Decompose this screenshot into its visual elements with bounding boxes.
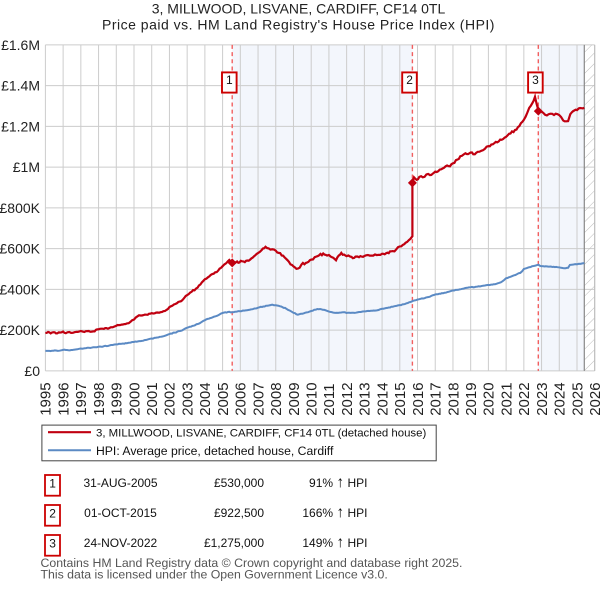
svg-text:2000: 2000 bbox=[126, 382, 143, 415]
svg-text:2019: 2019 bbox=[463, 382, 480, 415]
svg-text:1999: 1999 bbox=[109, 382, 126, 415]
svg-text:£200K: £200K bbox=[0, 322, 41, 338]
svg-text:£1,275,000: £1,275,000 bbox=[204, 536, 264, 550]
svg-text:2001: 2001 bbox=[144, 382, 161, 415]
svg-text:£0: £0 bbox=[24, 363, 40, 379]
svg-text:2017: 2017 bbox=[428, 382, 445, 415]
svg-text:This data is licensed under th: This data is licensed under the Open Gov… bbox=[41, 567, 388, 581]
svg-text:2026: 2026 bbox=[587, 382, 600, 415]
svg-text:2005: 2005 bbox=[215, 382, 232, 415]
svg-text:2023: 2023 bbox=[534, 382, 551, 415]
svg-text:2016: 2016 bbox=[410, 382, 427, 415]
svg-text:HPI: Average price, detached h: HPI: Average price, detached house, Card… bbox=[96, 444, 334, 458]
svg-text:£922,500: £922,500 bbox=[214, 506, 264, 520]
svg-text:£1.6M: £1.6M bbox=[1, 37, 40, 53]
svg-text:2014: 2014 bbox=[374, 382, 391, 415]
svg-text:£530,000: £530,000 bbox=[214, 476, 264, 490]
svg-text:3: 3 bbox=[532, 73, 539, 87]
svg-text:2020: 2020 bbox=[481, 382, 498, 415]
svg-text:2011: 2011 bbox=[321, 384, 338, 416]
svg-text:166% ↑ HPI: 166% ↑ HPI bbox=[302, 504, 367, 521]
svg-text:2: 2 bbox=[406, 73, 413, 87]
svg-text:1: 1 bbox=[226, 73, 233, 87]
svg-text:2: 2 bbox=[49, 506, 56, 520]
svg-text:£1M: £1M bbox=[13, 159, 40, 175]
svg-text:31-AUG-2005: 31-AUG-2005 bbox=[83, 476, 157, 490]
svg-text:2015: 2015 bbox=[392, 382, 409, 415]
svg-text:£1.2M: £1.2M bbox=[1, 118, 40, 134]
svg-text:2006: 2006 bbox=[233, 382, 250, 415]
svg-text:1995: 1995 bbox=[38, 382, 55, 415]
svg-text:£400K: £400K bbox=[0, 281, 41, 297]
svg-text:24-NOV-2022: 24-NOV-2022 bbox=[84, 536, 158, 550]
svg-text:2025: 2025 bbox=[569, 382, 586, 415]
svg-text:Price paid vs. HM Land Registr: Price paid vs. HM Land Registry's House … bbox=[102, 17, 495, 33]
svg-text:01-OCT-2015: 01-OCT-2015 bbox=[84, 506, 157, 520]
svg-text:Contains HM Land Registry data: Contains HM Land Registry data © Crown c… bbox=[41, 556, 463, 570]
svg-text:2022: 2022 bbox=[516, 382, 533, 415]
svg-text:3, MILLWOOD, LISVANE, CARDIFF,: 3, MILLWOOD, LISVANE, CARDIFF, CF14 0TL bbox=[152, 0, 446, 16]
svg-text:2012: 2012 bbox=[339, 382, 356, 415]
svg-text:3: 3 bbox=[49, 536, 56, 550]
svg-text:2007: 2007 bbox=[250, 382, 267, 415]
svg-text:1: 1 bbox=[49, 476, 56, 490]
svg-text:149% ↑ HPI: 149% ↑ HPI bbox=[302, 534, 367, 551]
svg-text:2004: 2004 bbox=[197, 382, 214, 415]
svg-text:2024: 2024 bbox=[552, 382, 569, 415]
svg-text:2003: 2003 bbox=[180, 382, 197, 415]
svg-text:£1.4M: £1.4M bbox=[1, 78, 40, 94]
svg-text:£600K: £600K bbox=[0, 241, 41, 257]
svg-text:91% ↑ HPI: 91% ↑ HPI bbox=[309, 474, 367, 491]
svg-text:2021: 2021 bbox=[498, 382, 515, 415]
svg-text:1998: 1998 bbox=[91, 382, 108, 415]
svg-text:1996: 1996 bbox=[55, 382, 72, 415]
svg-text:3, MILLWOOD, LISVANE, CARDIFF,: 3, MILLWOOD, LISVANE, CARDIFF, CF14 0TL … bbox=[96, 427, 426, 439]
svg-text:1997: 1997 bbox=[73, 382, 90, 415]
svg-text:2013: 2013 bbox=[357, 382, 374, 415]
svg-text:2002: 2002 bbox=[162, 382, 179, 415]
svg-text:£800K: £800K bbox=[0, 200, 41, 216]
svg-text:2008: 2008 bbox=[268, 382, 285, 415]
svg-text:2010: 2010 bbox=[304, 382, 321, 415]
svg-text:2018: 2018 bbox=[445, 382, 462, 415]
svg-text:2009: 2009 bbox=[286, 382, 303, 415]
